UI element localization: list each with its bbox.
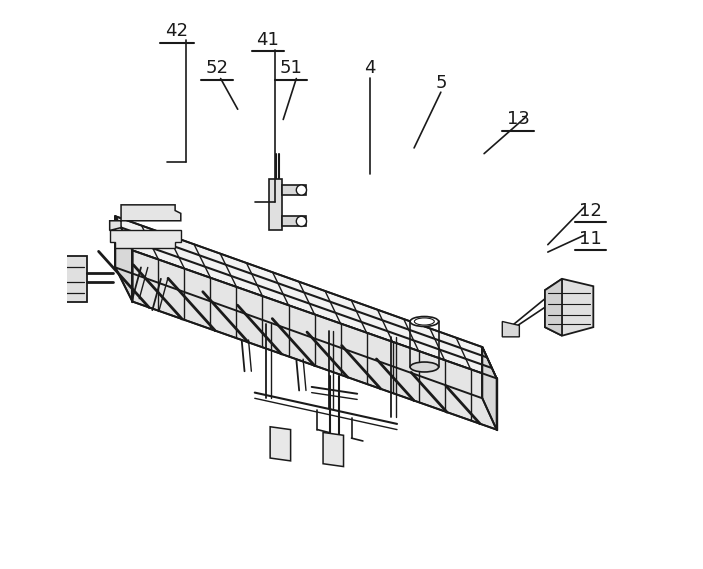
Circle shape bbox=[296, 216, 307, 226]
Text: 12: 12 bbox=[579, 201, 602, 220]
Ellipse shape bbox=[410, 362, 439, 372]
Polygon shape bbox=[282, 185, 306, 195]
Polygon shape bbox=[115, 216, 132, 302]
Circle shape bbox=[49, 264, 55, 271]
Text: 51: 51 bbox=[279, 59, 302, 77]
Text: 42: 42 bbox=[165, 22, 188, 40]
Ellipse shape bbox=[410, 316, 439, 327]
Polygon shape bbox=[269, 179, 282, 230]
Polygon shape bbox=[545, 279, 593, 336]
Text: 11: 11 bbox=[579, 230, 602, 248]
Polygon shape bbox=[502, 321, 520, 337]
Polygon shape bbox=[323, 432, 344, 467]
Polygon shape bbox=[115, 216, 496, 378]
Text: 4: 4 bbox=[365, 59, 376, 77]
Polygon shape bbox=[270, 427, 290, 461]
Circle shape bbox=[296, 185, 307, 195]
Polygon shape bbox=[482, 347, 496, 430]
Polygon shape bbox=[132, 250, 496, 430]
Polygon shape bbox=[110, 230, 181, 248]
Polygon shape bbox=[545, 279, 562, 336]
Text: 52: 52 bbox=[205, 59, 228, 77]
Polygon shape bbox=[110, 205, 181, 230]
Text: 13: 13 bbox=[507, 110, 529, 129]
Polygon shape bbox=[282, 216, 306, 226]
Text: 41: 41 bbox=[257, 31, 279, 49]
Polygon shape bbox=[58, 256, 87, 302]
Circle shape bbox=[49, 287, 55, 294]
Polygon shape bbox=[44, 259, 58, 299]
Text: 5: 5 bbox=[435, 73, 446, 92]
Circle shape bbox=[49, 275, 55, 282]
